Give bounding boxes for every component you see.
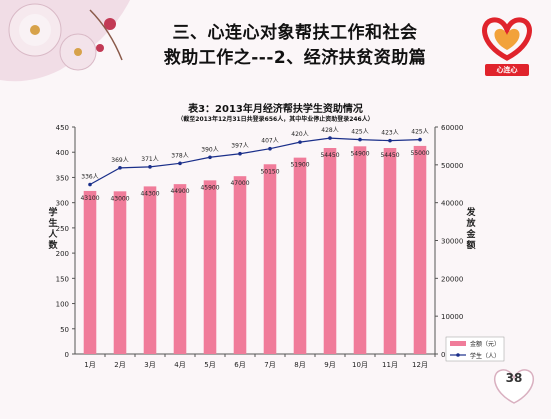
slide-title-line1: 三、心连心对象帮扶工作和社会 — [172, 23, 418, 43]
line-value-label: 420人 — [291, 131, 308, 138]
bar — [263, 164, 277, 354]
left-tick-label: 400 — [56, 149, 69, 157]
left-axis-label: 学生人数 — [47, 206, 58, 251]
bar-value-label: 44300 — [140, 190, 159, 197]
flower-decoration — [0, 0, 130, 82]
bar — [383, 147, 397, 354]
legend-line-marker — [456, 353, 460, 357]
line-point — [418, 137, 422, 142]
right-tick-label: 10000 — [441, 313, 463, 321]
line-point — [208, 155, 212, 160]
line-point — [88, 182, 92, 187]
bar-value-label: 45900 — [200, 184, 219, 191]
left-tick-label: 300 — [56, 200, 69, 208]
page-number-heart-icon — [493, 369, 535, 404]
bar — [83, 190, 97, 354]
line-point — [118, 166, 122, 170]
line-value-label: 336人 — [81, 174, 98, 181]
bar-value-label: 50150 — [260, 168, 279, 175]
student-line — [89, 137, 421, 186]
bar-value-label: 43000 — [110, 195, 129, 202]
heart-logo-icon — [482, 17, 532, 61]
x-tick-label: 10月 — [352, 361, 368, 369]
bar — [233, 176, 247, 354]
right-axis-label: 发放金额 — [465, 206, 476, 251]
bar — [173, 184, 187, 354]
left-tick-label: 50 — [60, 326, 69, 334]
left-tick-label: 450 — [56, 124, 69, 132]
line-value-label: 371人 — [141, 156, 158, 163]
bar — [113, 191, 127, 354]
line-value-label: 425人 — [411, 129, 428, 136]
x-tick-label: 4月 — [174, 361, 185, 369]
x-tick-label: 9月 — [324, 361, 335, 369]
line-value-label: 425人 — [351, 129, 368, 136]
legend-bar-swatch — [450, 341, 466, 346]
bar-value-label: 54450 — [380, 152, 399, 159]
bar-value-label: 54900 — [350, 150, 369, 157]
bar — [323, 147, 337, 354]
bar-value-label: 55000 — [410, 150, 429, 157]
line-value-label: 428人 — [321, 127, 338, 134]
chart-subtitle: （截至2013年12月31日共登录656人，其中毕业停止资助登录246人） — [177, 116, 374, 123]
chart-area: 0 50 100 150 200 250 300 350 400 450 0 10000 20000 30… — [47, 124, 505, 369]
line-value-label: 407人 — [261, 138, 278, 145]
bar — [203, 180, 217, 354]
x-tick-label: 12月 — [412, 361, 428, 369]
x-tick-label: 5月 — [204, 361, 215, 369]
bar — [293, 157, 307, 354]
line-point — [328, 136, 332, 140]
legend-bar-label: 金额（元） — [470, 340, 500, 348]
line-point — [388, 138, 392, 143]
x-tick-label: 2月 — [114, 361, 125, 369]
bar-value-label: 43100 — [80, 195, 99, 202]
legend-line-label: 学生（人） — [470, 352, 500, 360]
left-tick-label: 250 — [56, 225, 69, 233]
line-point — [178, 161, 182, 166]
line-value-label: 390人 — [201, 146, 218, 153]
x-tick-label: 7月 — [264, 361, 275, 369]
bar-value-label: 54450 — [320, 152, 339, 159]
chart-title: 表3：2013年月经济帮扶学生资助情况 — [188, 104, 363, 115]
bar-value-label: 47000 — [230, 180, 249, 187]
line-point — [148, 165, 152, 169]
x-tick-label: 8月 — [294, 361, 305, 369]
x-tick-label: 1月 — [84, 361, 95, 369]
x-tick-label: 3月 — [144, 361, 155, 369]
slide-title-line2: 救助工作之---2、经济扶贫资助篇 — [163, 48, 427, 68]
bar — [353, 146, 367, 354]
line-value-label: 397人 — [231, 143, 248, 150]
left-tick-label: 100 — [56, 301, 69, 309]
left-tick-label: 200 — [56, 250, 69, 258]
line-point — [238, 151, 242, 156]
line-value-label: 423人 — [381, 130, 398, 137]
bar — [143, 186, 157, 354]
bar-value-label: 44900 — [170, 188, 189, 195]
right-tick-label: 60000 — [441, 124, 463, 132]
left-tick-label: 0 — [65, 351, 69, 359]
right-tick-label: 0 — [441, 351, 445, 359]
x-tick-label: 11月 — [382, 361, 398, 369]
line-point — [298, 140, 302, 144]
bar-value-label: 51900 — [290, 162, 309, 169]
right-tick-label: 40000 — [441, 200, 463, 208]
left-tick-label: 150 — [56, 275, 69, 283]
line-point — [358, 137, 362, 142]
logo-text: 心连心 — [485, 64, 529, 76]
bar — [413, 145, 427, 354]
line-value-label: 369人 — [111, 157, 128, 164]
line-value-label: 378人 — [171, 152, 188, 159]
page-number: 38 — [505, 371, 523, 385]
x-tick-label: 6月 — [234, 361, 245, 369]
right-tick-label: 30000 — [441, 238, 463, 246]
right-tick-label: 20000 — [441, 275, 463, 283]
left-tick-label: 350 — [56, 174, 69, 182]
line-point — [268, 146, 272, 151]
right-tick-label: 50000 — [441, 162, 463, 170]
